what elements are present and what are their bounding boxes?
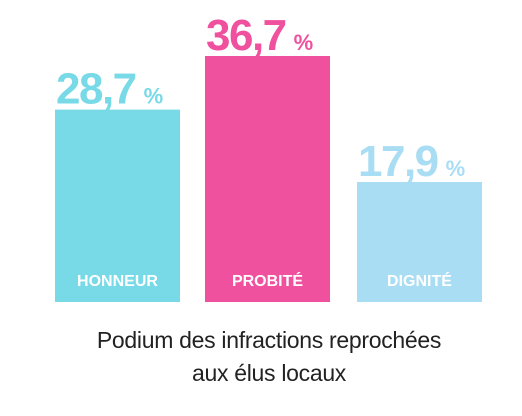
category-label-dignité: DIGNITÉ	[387, 271, 452, 290]
bar-honneur	[55, 109, 180, 302]
value-label-probité: 36,7%	[206, 11, 313, 60]
bar-dignité	[357, 182, 482, 302]
caption-line-1: Podium des infractions reprochées	[96, 327, 442, 353]
caption-line-2: aux élus locaux	[191, 360, 347, 386]
category-label-honneur: HONNEUR	[77, 273, 158, 290]
value-label-honneur: 28,7%	[56, 65, 163, 114]
value-label-dignité: 17,9%	[358, 137, 465, 186]
chart-caption: Podium des infractions reprochées aux él…	[0, 324, 522, 390]
category-label-probité: PROBITÉ	[232, 271, 303, 290]
bar-probité	[205, 56, 330, 302]
